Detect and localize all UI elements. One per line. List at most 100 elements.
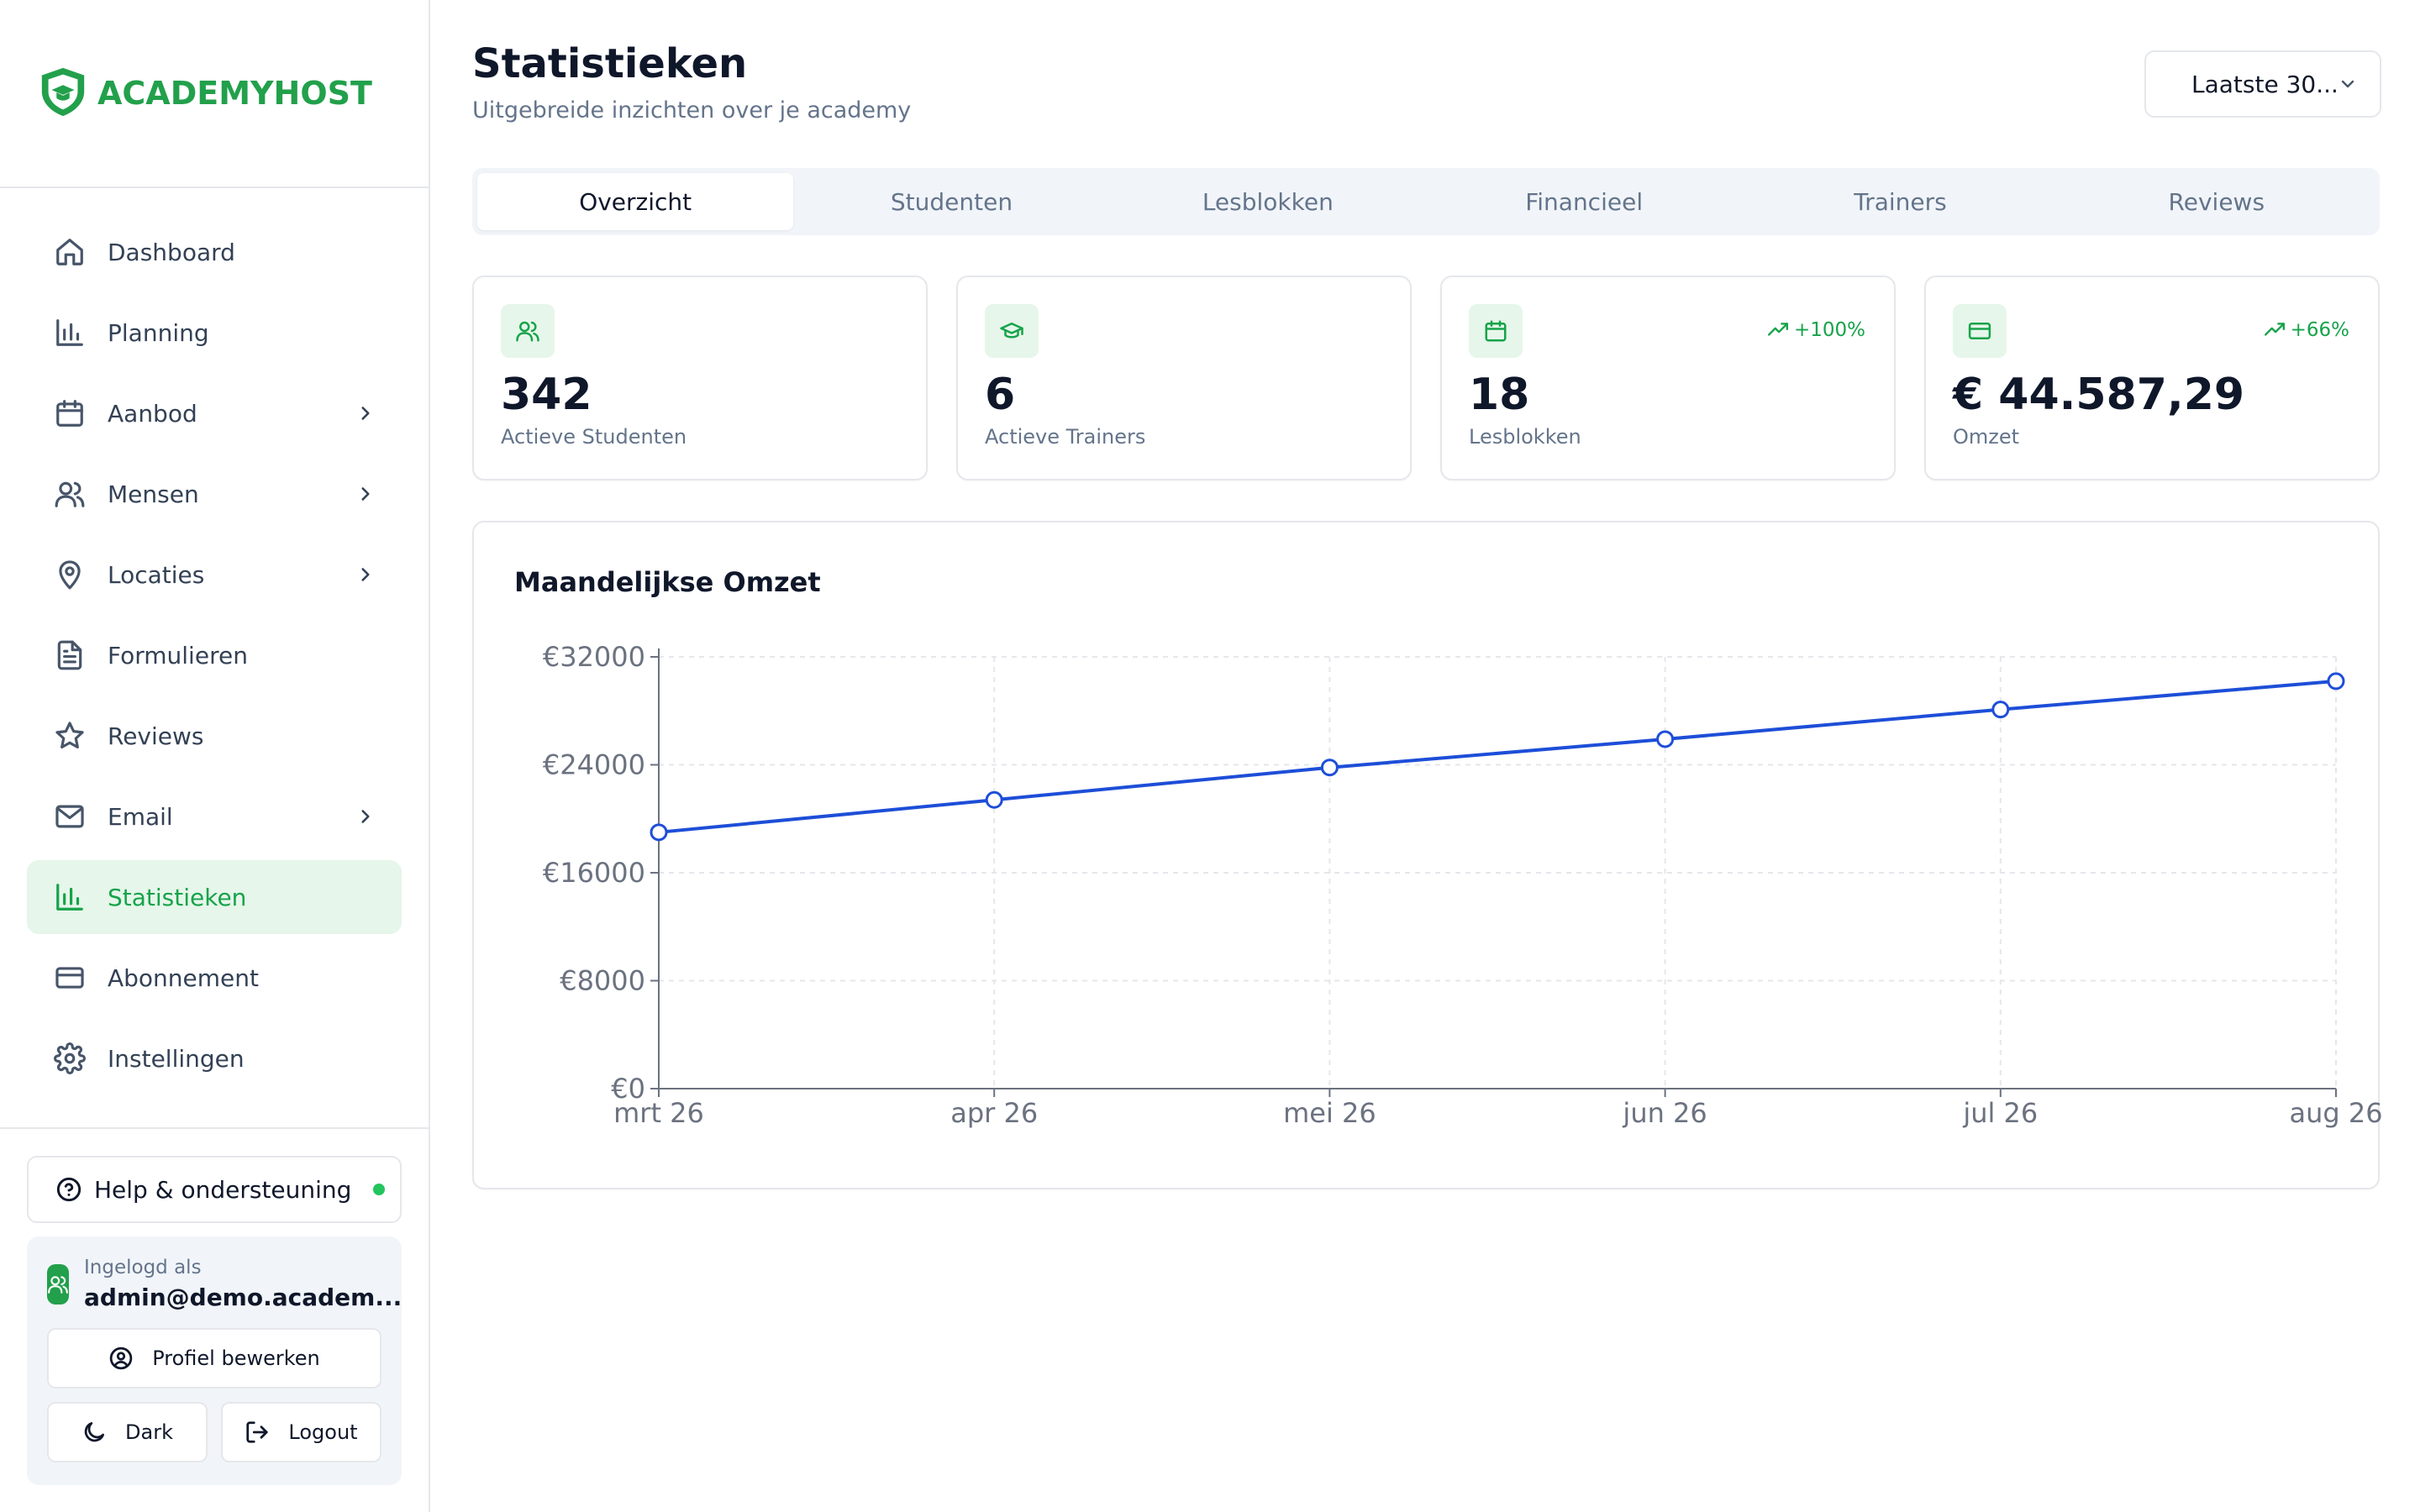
- bar-chart-icon: [54, 881, 86, 913]
- kpi-value: 342: [501, 370, 592, 420]
- calendar-icon: [54, 397, 86, 429]
- credit-card-icon: [1953, 304, 2007, 358]
- x-tick-label: jul 26: [1962, 1097, 2038, 1129]
- sidebar-item-abonnement[interactable]: Abonnement: [27, 941, 402, 1015]
- sidebar-item-label: Statistieken: [108, 883, 247, 911]
- dark-mode-label: Dark: [125, 1420, 173, 1444]
- sidebar-item-email[interactable]: Email: [27, 780, 402, 853]
- kpi-trend: +100%: [1767, 319, 1865, 341]
- brand-name: ACADEMYHOST: [97, 75, 372, 112]
- sidebar-item-aanbod[interactable]: Aanbod: [27, 376, 402, 450]
- brand[interactable]: ACADEMYHOST: [0, 0, 429, 188]
- chevron-right-icon: [355, 402, 376, 424]
- sidebar-item-reviews[interactable]: Reviews: [27, 699, 402, 773]
- sidebar-nav: Dashboard Planning Aanbod Mensen Locatie…: [0, 188, 429, 1095]
- x-tick-label: aug 26: [2289, 1097, 2381, 1129]
- moon-icon: [84, 1422, 105, 1442]
- help-button[interactable]: Help & ondersteuning: [27, 1156, 402, 1223]
- series-line: [658, 679, 2337, 834]
- kpi-trend: +66%: [2264, 319, 2349, 341]
- kpi-trend-value: +66%: [2290, 319, 2349, 341]
- sidebar-item-locaties[interactable]: Locaties: [27, 538, 402, 612]
- help-circle-icon: [56, 1177, 82, 1202]
- map-pin-icon: [54, 559, 86, 591]
- sidebar-item-planning[interactable]: Planning: [27, 296, 402, 370]
- period-select-value: Laatste 30...: [2191, 70, 2338, 98]
- chart-title: Maandelijkse Omzet: [514, 566, 821, 598]
- avatar: [47, 1263, 69, 1305]
- page-subtitle: Uitgebreide inzichten over je academy: [472, 97, 912, 123]
- users-icon: [501, 304, 555, 358]
- sidebar-item-statistieken[interactable]: Statistieken: [27, 860, 402, 934]
- graduation-cap-icon: [985, 304, 1039, 358]
- sidebar-item-label: Instellingen: [108, 1044, 245, 1073]
- x-tick-label: apr 26: [950, 1097, 1038, 1129]
- page-title: Statistieken: [472, 40, 748, 87]
- kpi-label: Lesblokken: [1469, 425, 1581, 449]
- sidebar-footer: Help & ondersteuning Ingelogd als admin@…: [0, 1127, 429, 1485]
- sidebar-item-dashboard[interactable]: Dashboard: [27, 215, 402, 289]
- logout-label: Logout: [288, 1420, 358, 1444]
- mail-icon: [54, 801, 86, 832]
- monthly-revenue-card: Maandelijkse Omzet €0 €8000 €16000 €24000 €3…: [472, 521, 2381, 1189]
- edit-profile-button[interactable]: Profiel bewerken: [47, 1328, 381, 1389]
- kpi-card-trainers: 6 Actieve Trainers: [956, 276, 1412, 480]
- y-tick-label: €32000: [543, 641, 645, 673]
- logout-icon: [246, 1421, 269, 1443]
- kpi-card-students: 342 Actieve Studenten: [472, 276, 928, 480]
- chevron-right-icon: [355, 806, 376, 827]
- data-point: [1656, 730, 1675, 748]
- sidebar-item-label: Dashboard: [108, 238, 235, 266]
- home-icon: [54, 236, 86, 268]
- x-tick-label: mei 26: [1283, 1097, 1376, 1129]
- user-card: Ingelogd als admin@demo.academ... Profie…: [27, 1236, 402, 1485]
- kpi-cards: 342 Actieve Studenten 6 Actieve Trainers…: [472, 276, 2380, 480]
- kpi-label: Actieve Studenten: [501, 425, 687, 449]
- x-tick-label: mrt 26: [613, 1097, 704, 1129]
- tab-studenten[interactable]: Studenten: [890, 187, 1013, 216]
- sidebar-item-formulieren[interactable]: Formulieren: [27, 618, 402, 692]
- y-tick-label: €24000: [543, 749, 645, 781]
- bar-chart-icon: [54, 317, 86, 349]
- chevron-down-icon: [2341, 80, 2354, 88]
- tab-lesblokken[interactable]: Lesblokken: [1202, 187, 1334, 216]
- star-icon: [54, 720, 86, 752]
- edit-profile-label: Profiel bewerken: [152, 1347, 320, 1370]
- data-point: [2327, 672, 2345, 690]
- user-actions: Dark Logout: [47, 1402, 381, 1462]
- tab-trainers[interactable]: Trainers: [1854, 187, 1947, 216]
- sidebar: ACADEMYHOST Dashboard Planning Aanbod Me…: [0, 0, 430, 1512]
- chevron-right-icon: [355, 483, 376, 505]
- y-tick-label: €8000: [560, 965, 645, 997]
- period-select[interactable]: Laatste 30...: [2144, 50, 2381, 118]
- tab-reviews[interactable]: Reviews: [2168, 187, 2265, 216]
- kpi-card-lesblokken: +100% 18 Lesblokken: [1440, 276, 1896, 480]
- sidebar-item-label: Planning: [108, 318, 209, 347]
- x-tick-label: jun 26: [1622, 1097, 1707, 1129]
- stats-tabs: Overzicht Studenten Lesblokken Financiee…: [472, 168, 2380, 235]
- sidebar-item-label: Abonnement: [108, 963, 260, 992]
- trending-up-icon: [1767, 323, 1788, 336]
- sidebar-item-label: Email: [108, 802, 173, 831]
- kpi-value: 6: [985, 370, 1016, 420]
- credit-card-icon: [54, 962, 86, 994]
- kpi-label: Omzet: [1953, 425, 2020, 449]
- gear-icon: [54, 1042, 86, 1074]
- users-icon: [54, 478, 86, 510]
- monthly-revenue-chart: €0 €8000 €16000 €24000 €32000 mrt 26 apr 26 mei…: [543, 641, 2381, 1129]
- logout-button[interactable]: Logout: [221, 1402, 381, 1462]
- users-icon: [48, 1275, 68, 1294]
- tab-overzicht[interactable]: Overzicht: [477, 173, 794, 230]
- sidebar-item-instellingen[interactable]: Instellingen: [27, 1021, 402, 1095]
- kpi-label: Actieve Trainers: [985, 425, 1146, 449]
- kpi-value: 18: [1469, 370, 1530, 420]
- dark-mode-button[interactable]: Dark: [47, 1402, 208, 1462]
- data-point: [1320, 759, 1339, 777]
- tab-financieel[interactable]: Financieel: [1525, 187, 1644, 216]
- kpi-trend-value: +100%: [1793, 319, 1865, 341]
- sidebar-item-label: Mensen: [108, 480, 199, 508]
- sidebar-item-mensen[interactable]: Mensen: [27, 457, 402, 531]
- sidebar-item-label: Aanbod: [108, 399, 197, 428]
- logo-shield-icon: [37, 66, 97, 121]
